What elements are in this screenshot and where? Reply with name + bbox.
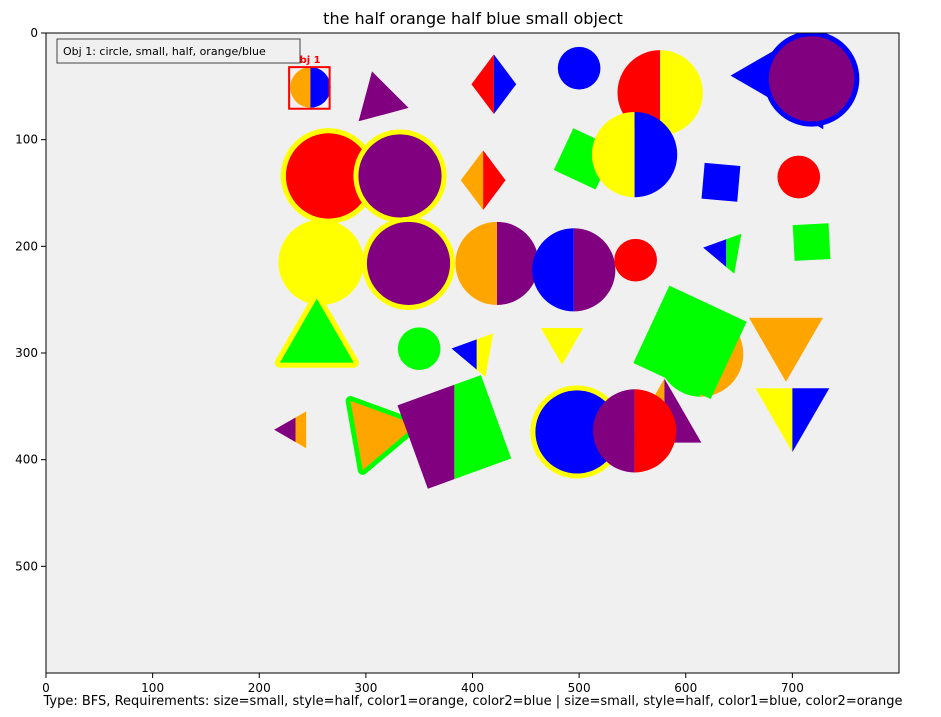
x-tick-label: 600 xyxy=(674,681,697,695)
shape-fill xyxy=(397,327,441,371)
chart-title: the half orange half blue small object xyxy=(323,9,623,28)
shape-fill xyxy=(540,327,584,365)
y-tick-label: 300 xyxy=(15,346,38,360)
y-tick-label: 400 xyxy=(15,453,38,467)
shape-fill xyxy=(777,155,821,199)
shape-circle xyxy=(361,216,456,310)
shape-fill xyxy=(768,36,855,122)
x-tick-label: 200 xyxy=(248,681,271,695)
annotation-frame xyxy=(56,38,301,64)
shape-half-right xyxy=(310,67,331,108)
x-tick-label: 700 xyxy=(781,681,804,695)
shape-triangle xyxy=(345,396,422,475)
shape-triangle xyxy=(749,317,823,382)
shape-fill xyxy=(557,46,601,90)
shape-square xyxy=(792,223,831,261)
shape-half-left xyxy=(290,67,311,108)
x-tick-label: 300 xyxy=(354,681,377,695)
shape-fill xyxy=(701,162,741,202)
shape-triangle xyxy=(274,293,359,368)
shape-triangle xyxy=(358,71,409,122)
shape-circle xyxy=(614,238,657,282)
y-tick-label: 200 xyxy=(15,239,38,253)
shape-triangle xyxy=(540,327,584,365)
highlight-label: Obj 1 xyxy=(291,55,321,66)
shape-circle xyxy=(557,46,601,90)
annotation-box: Obj 1: circle, small, half, orange/blue xyxy=(56,38,301,64)
shape-fill xyxy=(358,134,442,218)
shape-circle xyxy=(397,327,441,371)
shape-fill xyxy=(350,400,417,471)
shape-fill xyxy=(279,298,354,363)
shape-fill xyxy=(535,390,619,474)
shape-fill xyxy=(633,285,747,400)
shape-fill xyxy=(285,133,372,219)
shape-fill xyxy=(278,219,364,305)
shape-fill xyxy=(614,238,657,282)
highlight-layer: Obj 1 xyxy=(288,55,331,110)
shape-fill xyxy=(358,71,409,122)
x-tick-label: 500 xyxy=(568,681,591,695)
footer-caption: Type: BFS, Requirements: size=small, sty… xyxy=(43,694,903,709)
y-tick-label: 0 xyxy=(30,26,38,40)
annotation-text: Obj 1: circle, small, half, orange/blue xyxy=(63,45,266,58)
shape-fill xyxy=(792,223,831,261)
shape-fill xyxy=(749,317,823,382)
shape-circle xyxy=(353,129,447,223)
shape-circle xyxy=(290,67,331,108)
x-tick-label: 0 xyxy=(42,681,50,695)
y-tick-label: 500 xyxy=(15,559,38,573)
highlight-box xyxy=(288,66,331,110)
shape-square xyxy=(701,162,741,202)
x-tick-label: 100 xyxy=(141,681,164,695)
shape-circle xyxy=(278,219,364,305)
y-tick-label: 100 xyxy=(15,133,38,147)
shape-half-right xyxy=(295,411,307,449)
shape-square xyxy=(633,285,747,400)
axes: 0 100 200 300 400 500 600 700 0 100 200 300 400 500 xyxy=(15,26,804,695)
shape-circle xyxy=(763,33,860,127)
x-tick-label: 400 xyxy=(461,681,484,695)
shape-circle xyxy=(777,155,821,199)
shapes-layer xyxy=(274,33,860,489)
shape-fill xyxy=(366,221,451,305)
